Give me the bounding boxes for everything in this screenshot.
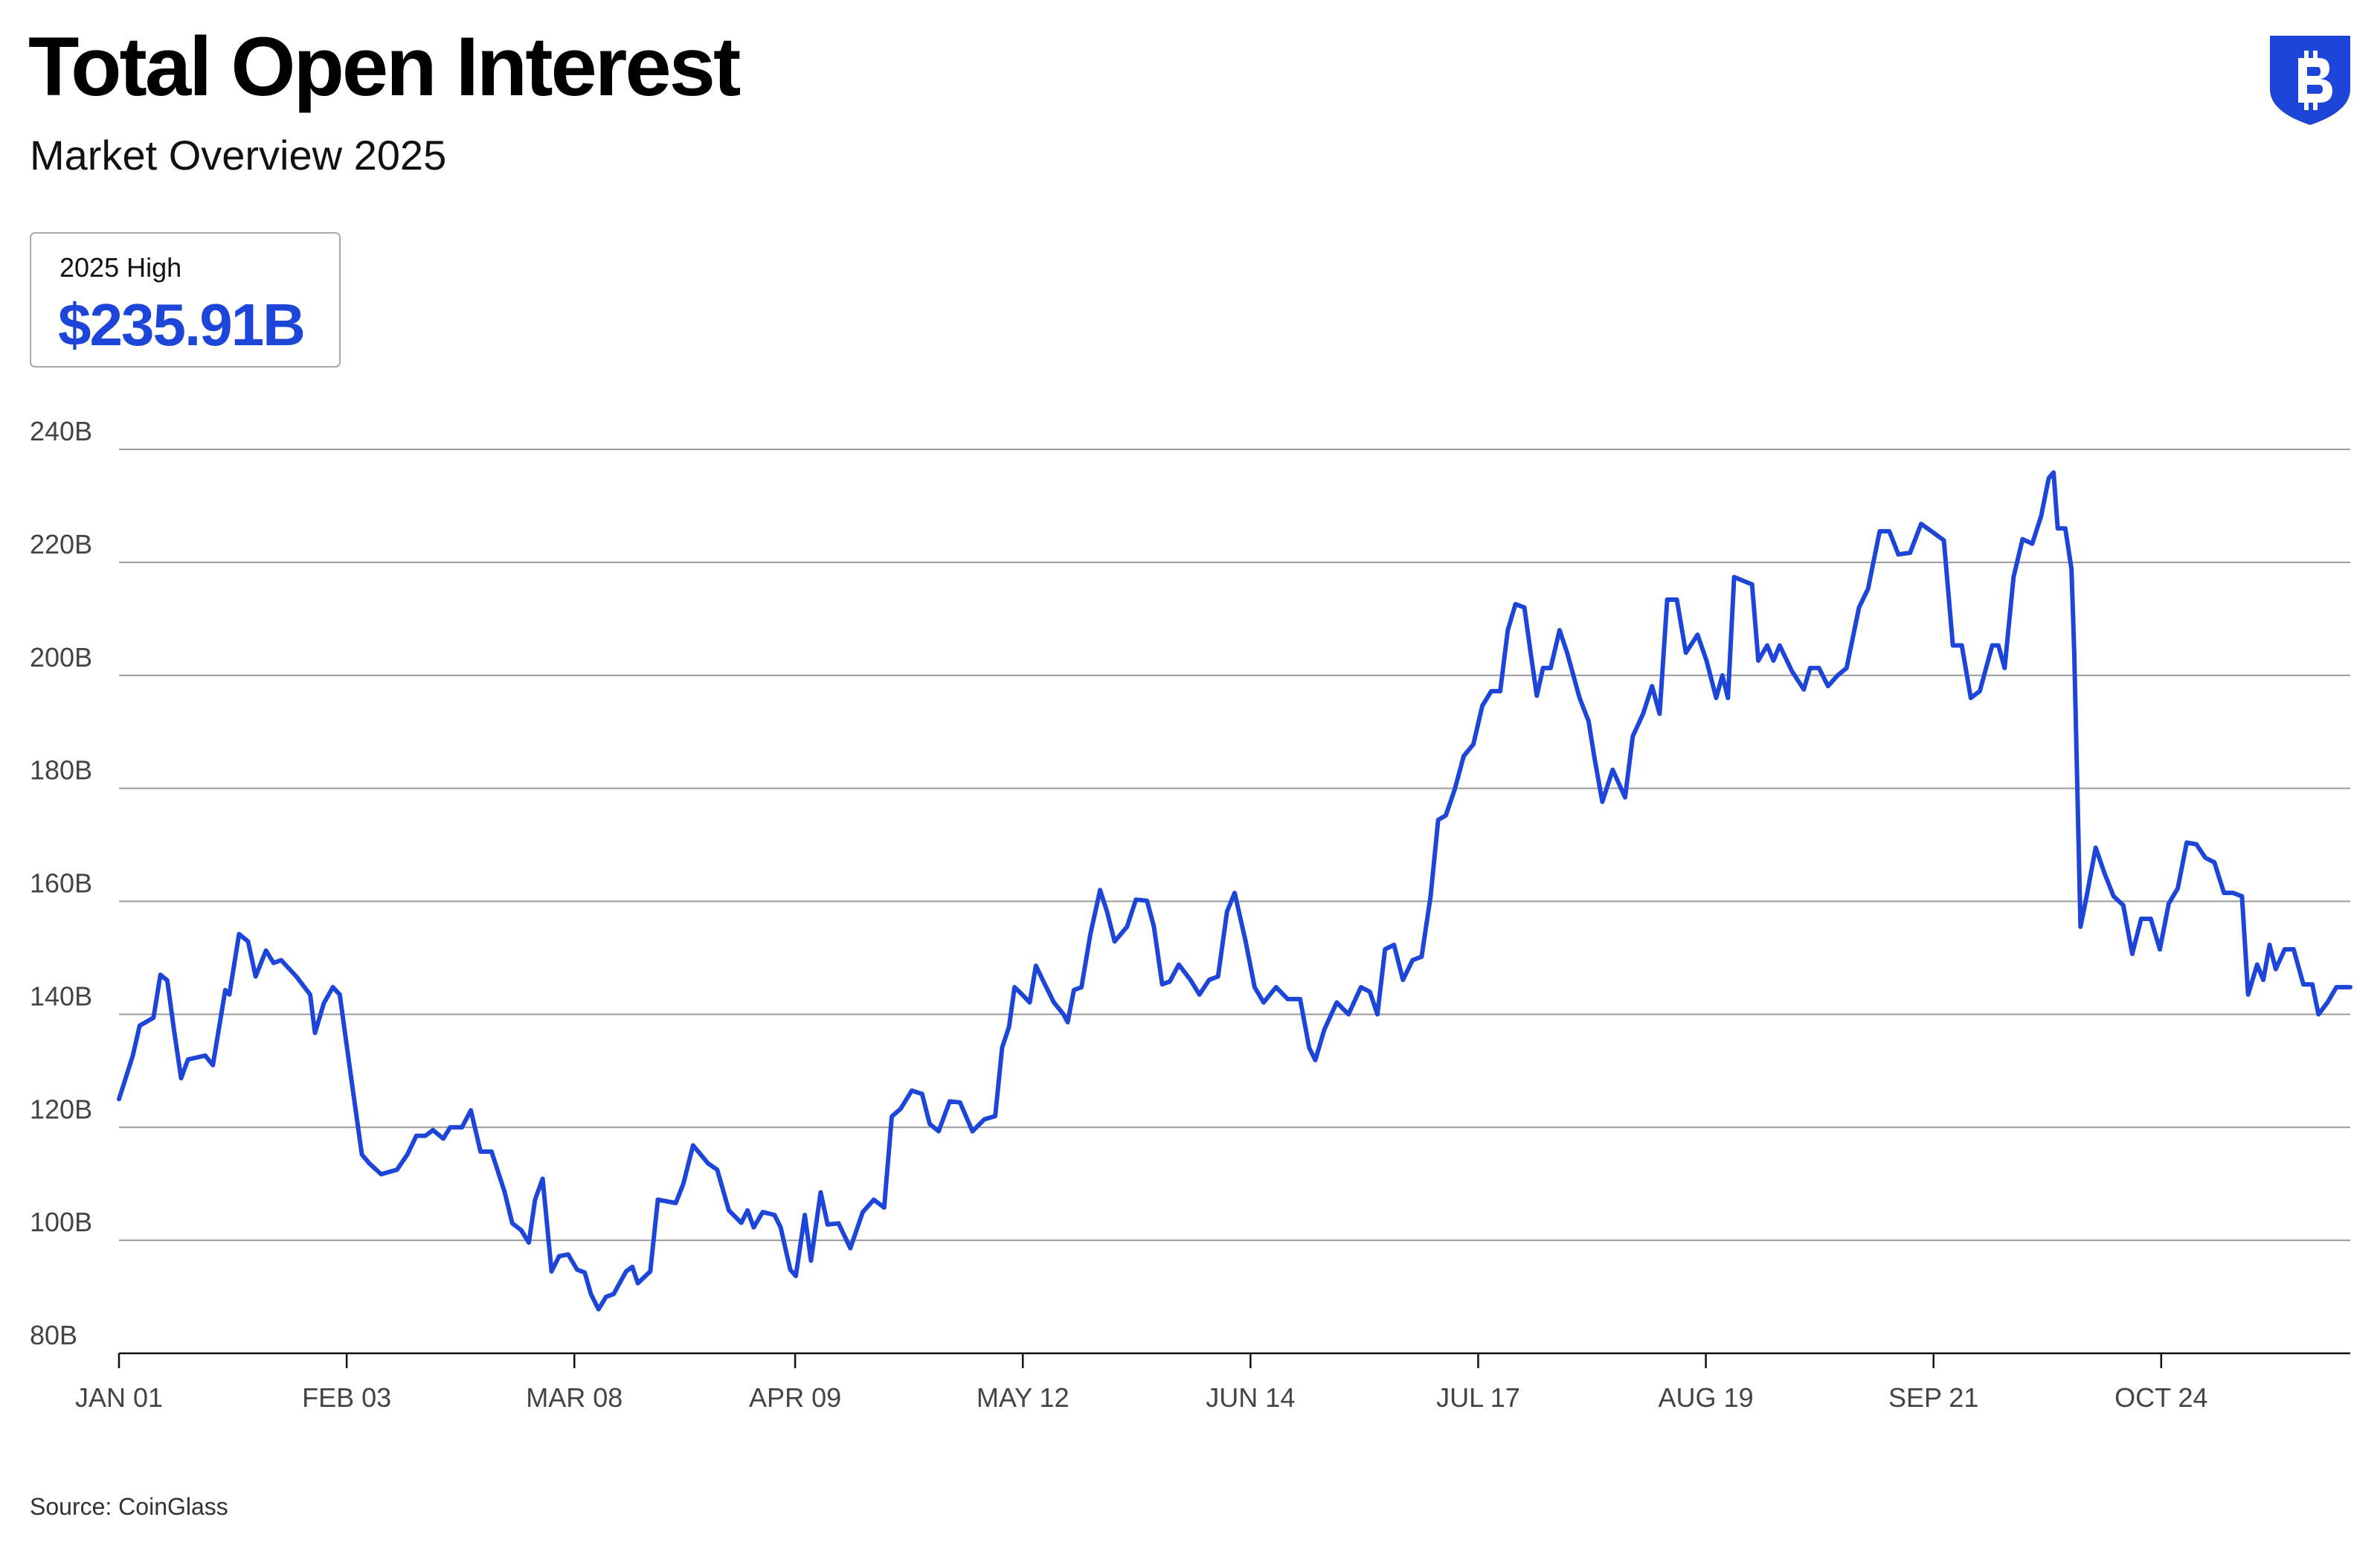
logo [2270, 36, 2350, 125]
line-series [117, 470, 2352, 1312]
y-tick-label: 240B [30, 416, 92, 446]
y-tick-label: 100B [30, 1207, 92, 1237]
x-tick-label: APR 09 [749, 1382, 841, 1413]
highlight-value: $235.91B [58, 292, 304, 358]
x-tick-label: FEB 03 [302, 1382, 391, 1413]
x-tick-label: JAN 01 [75, 1382, 163, 1413]
y-tick-label: 200B [30, 642, 92, 673]
chart-title: Total Open Interest [28, 20, 740, 113]
y-tick-label: 180B [30, 755, 92, 786]
x-tick-label: OCT 24 [2114, 1382, 2207, 1413]
y-tick-label: 160B [30, 868, 92, 899]
y-tick-label: 220B [30, 529, 92, 559]
x-tick-label: JUL 17 [1436, 1382, 1520, 1413]
highlight-label: 2025 High [60, 252, 181, 283]
y-tick-label: 120B [30, 1094, 92, 1124]
chart-subtitle: Market Overview 2025 [30, 132, 446, 179]
source: Source: CoinGlass [30, 1493, 228, 1520]
x-tick-label: SEP 21 [1888, 1382, 1978, 1413]
x-tick-label: MAY 12 [977, 1382, 1070, 1413]
y-tick-label: 140B [30, 981, 92, 1011]
x-tick-label: JUN 14 [1206, 1382, 1295, 1413]
y-tick-label: 80B [30, 1320, 77, 1350]
x-tick-label: MAR 08 [526, 1382, 623, 1413]
x-tick-label: AUG 19 [1659, 1382, 1754, 1413]
highlight-card [30, 232, 341, 368]
